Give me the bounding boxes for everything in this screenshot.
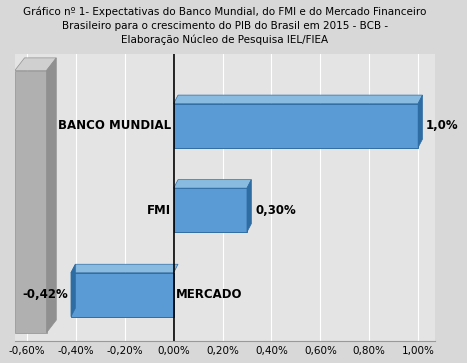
Text: 1,0%: 1,0%	[426, 119, 459, 132]
Polygon shape	[15, 58, 57, 70]
Polygon shape	[71, 264, 178, 273]
Bar	[71, 273, 174, 317]
Polygon shape	[71, 264, 75, 317]
Text: 0,30%: 0,30%	[255, 204, 296, 217]
Polygon shape	[174, 180, 251, 188]
Text: FMI: FMI	[147, 204, 171, 217]
Text: -0,42%: -0,42%	[23, 288, 69, 301]
Bar	[15, 70, 47, 333]
Bar	[174, 103, 418, 147]
Bar	[174, 188, 247, 232]
Text: BANCO MUNDIAL: BANCO MUNDIAL	[58, 119, 171, 132]
Polygon shape	[247, 180, 251, 232]
Polygon shape	[174, 95, 423, 103]
Text: MERCADO: MERCADO	[176, 288, 242, 301]
Polygon shape	[47, 58, 57, 333]
Title: Gráfico nº 1- Expectativas do Banco Mundial, do FMI e do Mercado Financeiro
Bras: Gráfico nº 1- Expectativas do Banco Mund…	[23, 7, 427, 45]
Polygon shape	[418, 95, 423, 147]
